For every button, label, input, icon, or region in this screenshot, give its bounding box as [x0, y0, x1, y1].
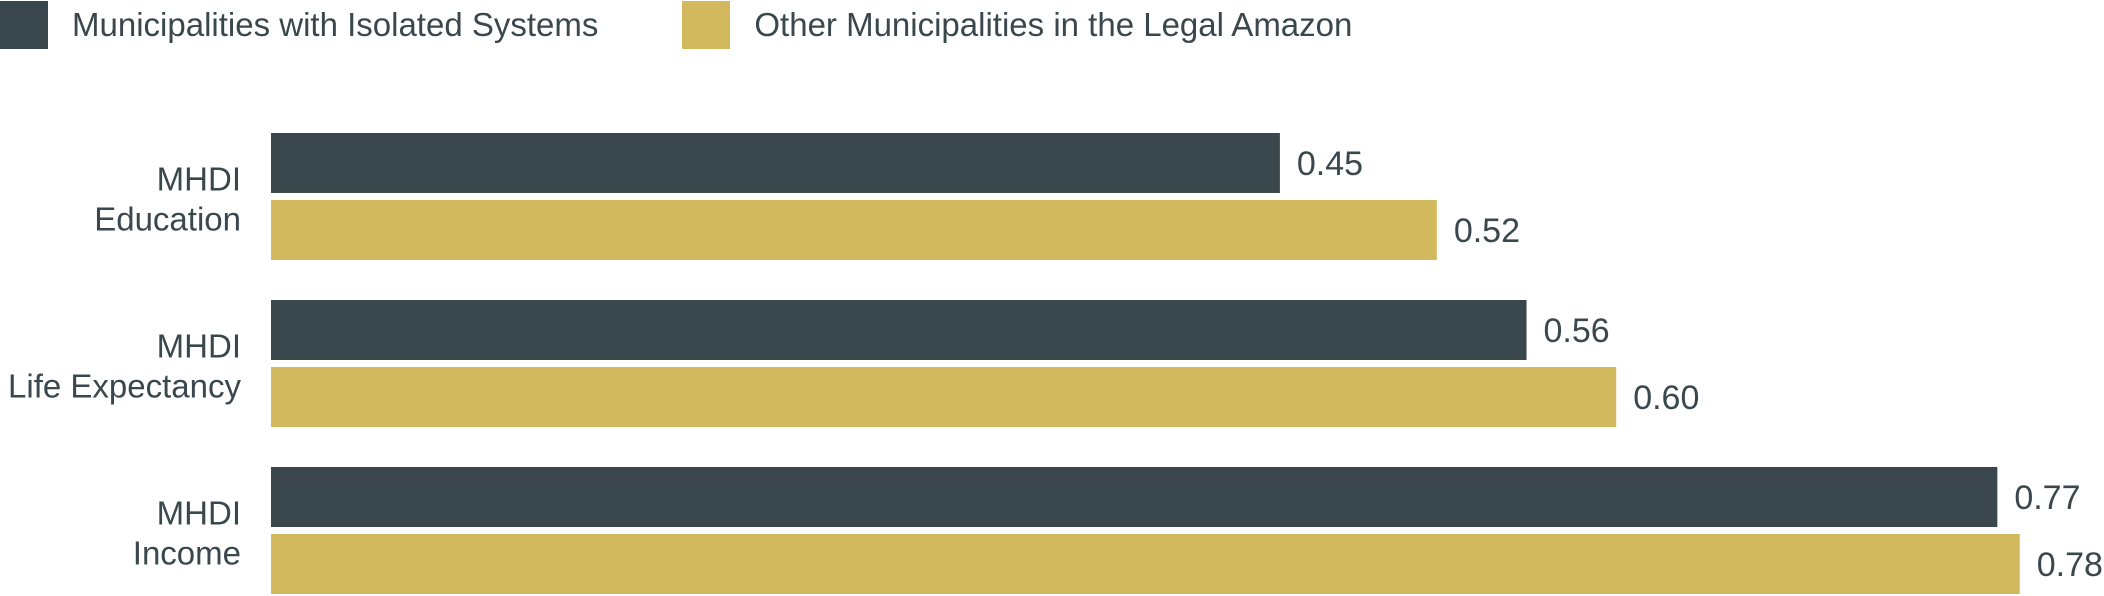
legend-item-other-municipalities: Other Municipalities in the Legal Amazon: [682, 1, 1352, 49]
bar-isolated-systems-2: [271, 467, 1998, 527]
bar-other-municipalities-1: [271, 367, 1617, 427]
legend-item-isolated-systems: Municipalities with Isolated Systems: [0, 1, 598, 49]
bar-isolated-systems-0: [271, 133, 1280, 193]
category-label-line: Income: [133, 535, 241, 572]
value-label: 0.52: [1454, 212, 1520, 250]
category-label-1: MHDI Life Expectancy: [8, 328, 241, 405]
category-label-line: Life Expectancy: [8, 368, 241, 405]
category-label-line: MHDI: [157, 161, 241, 198]
legend-swatch-isolated-systems: [0, 1, 48, 49]
category-label-0: MHDI Education: [94, 161, 241, 238]
value-label: 0.56: [1544, 312, 1610, 350]
bar-other-municipalities-2: [271, 534, 2020, 594]
value-label: 0.60: [1633, 379, 1699, 417]
category-label-line: MHDI: [157, 328, 241, 365]
legend-swatch-other-municipalities: [682, 1, 731, 49]
bar-isolated-systems-1: [271, 300, 1527, 360]
category-label-line: MHDI: [157, 495, 241, 532]
chart-legend: Municipalities with Isolated Systems Oth…: [0, 0, 1436, 50]
value-label: 0.45: [1297, 145, 1363, 183]
value-label: 0.78: [2037, 546, 2103, 584]
value-label: 0.77: [2014, 479, 2080, 517]
category-label-line: Education: [94, 201, 241, 238]
bar-other-municipalities-0: [271, 200, 1437, 260]
category-label-2: MHDI Income: [133, 495, 241, 572]
legend-label-isolated-systems: Municipalities with Isolated Systems: [72, 6, 599, 43]
legend-label-other-municipalities: Other Municipalities in the Legal Amazon: [754, 6, 1353, 43]
